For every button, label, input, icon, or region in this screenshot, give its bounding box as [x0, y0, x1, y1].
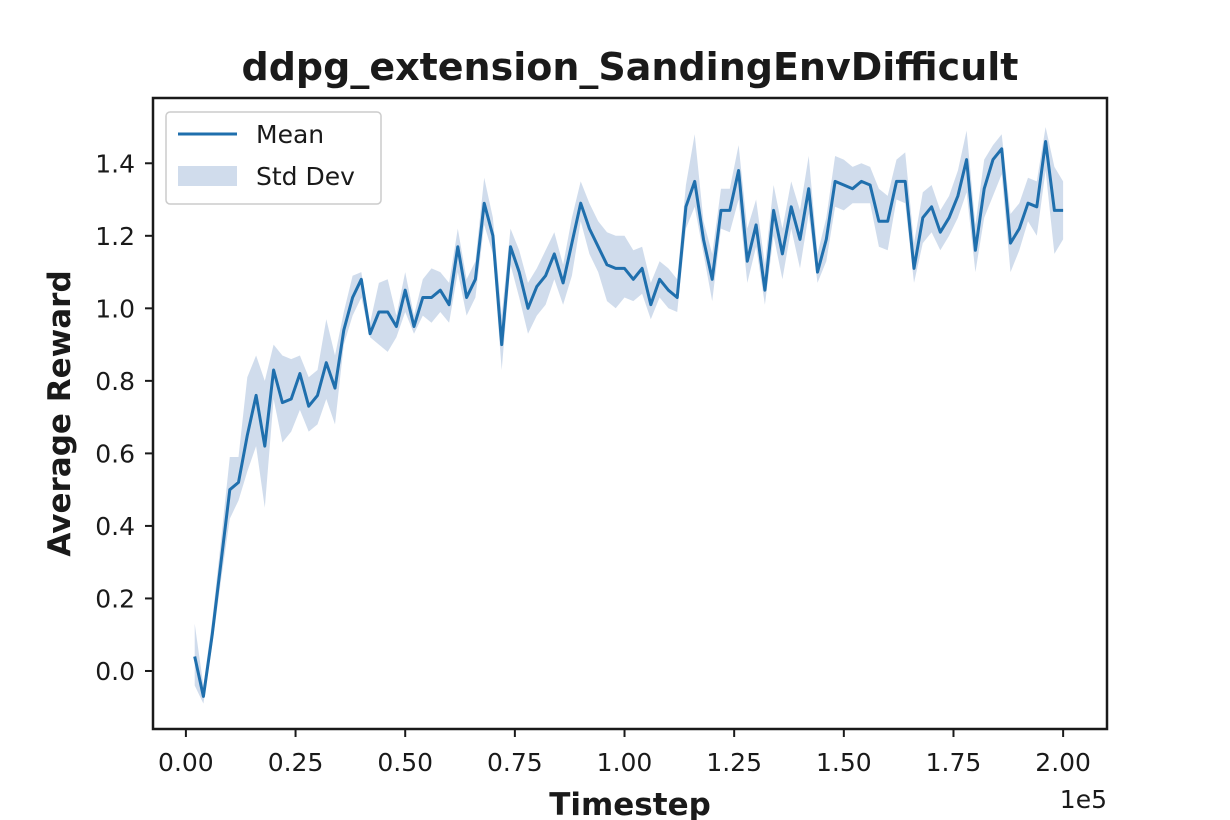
y-tick-label: 1.2 [95, 222, 135, 251]
x-axis-ticks: 0.00 0.25 0.50 0.75 1.00 1.25 1.50 1.75 2.00 [158, 729, 1091, 777]
axes-frame [151, 96, 1109, 731]
legend-std-swatch [178, 166, 237, 186]
chart-title: ddpg_extension_SandingEnvDifficult [242, 45, 1019, 89]
y-tick-label: 0.6 [95, 439, 135, 468]
x-tick-label: 0.00 [158, 748, 214, 777]
y-axis-label: Average Reward [42, 270, 78, 556]
y-tick-label: 0.2 [95, 584, 135, 613]
y-axis-ticks: 0.0 0.2 0.4 0.6 0.8 1.0 1.2 1.4 [95, 149, 153, 686]
x-tick-label: 1.50 [816, 748, 872, 777]
x-axis-offset-text: 1e5 [1060, 785, 1107, 814]
x-tick-label: 1.25 [706, 748, 762, 777]
plot-area [193, 127, 1064, 704]
legend: Mean Std Dev [165, 111, 382, 205]
legend-mean-label: Mean [256, 120, 324, 149]
y-tick-label: 0.4 [95, 512, 135, 541]
x-tick-label: 0.75 [487, 748, 543, 777]
x-tick-label: 0.25 [268, 748, 324, 777]
mean-line [193, 140, 1064, 698]
y-tick-label: 0.0 [95, 657, 135, 686]
y-tick-label: 0.8 [95, 367, 135, 396]
x-tick-label: 2.00 [1035, 748, 1091, 777]
x-axis-label: Timestep [549, 787, 711, 820]
x-tick-label: 1.75 [926, 748, 982, 777]
x-tick-label: 0.50 [377, 748, 433, 777]
x-tick-label: 1.00 [597, 748, 653, 777]
legend-std-label: Std Dev [256, 162, 355, 191]
y-tick-label: 1.4 [95, 149, 135, 178]
mean-points [194, 141, 1064, 697]
y-tick-label: 1.0 [95, 294, 135, 323]
